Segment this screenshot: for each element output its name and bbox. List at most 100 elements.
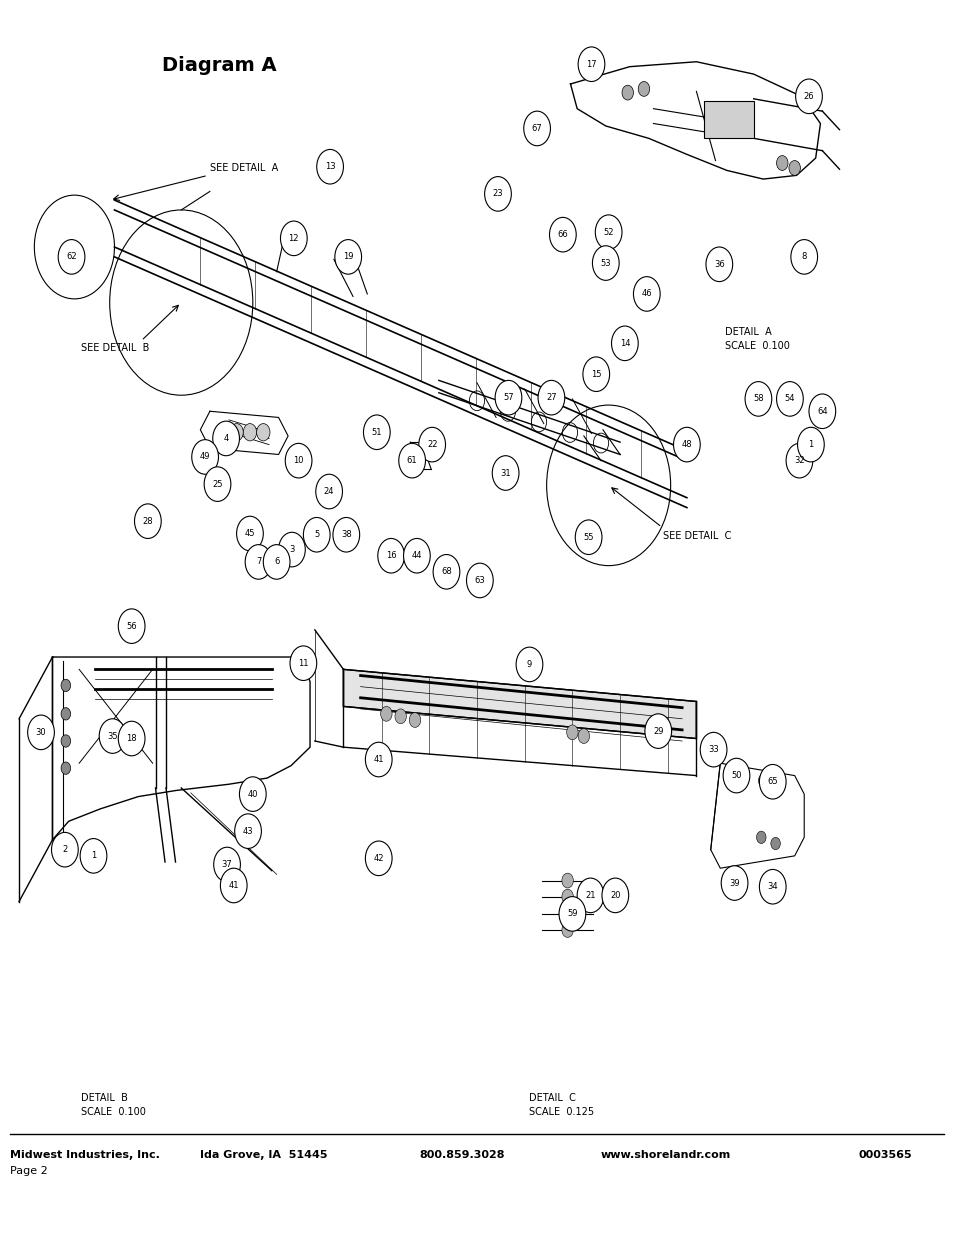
Circle shape: [621, 85, 633, 100]
Circle shape: [239, 777, 266, 811]
Circle shape: [759, 869, 785, 904]
Text: 10: 10: [293, 456, 304, 466]
Circle shape: [558, 897, 585, 931]
Circle shape: [230, 424, 243, 441]
Text: 28: 28: [142, 516, 153, 526]
Circle shape: [549, 217, 576, 252]
Text: 35: 35: [107, 731, 118, 741]
Circle shape: [61, 708, 71, 720]
Text: SEE DETAIL  A: SEE DETAIL A: [210, 163, 278, 173]
Circle shape: [363, 415, 390, 450]
Text: 13: 13: [324, 162, 335, 172]
Circle shape: [561, 889, 573, 904]
Circle shape: [365, 742, 392, 777]
Text: 21: 21: [584, 890, 596, 900]
Text: 27: 27: [545, 393, 557, 403]
Circle shape: [561, 873, 573, 888]
Text: 51: 51: [371, 427, 382, 437]
FancyBboxPatch shape: [703, 101, 753, 138]
Circle shape: [523, 111, 550, 146]
Circle shape: [561, 923, 573, 937]
Circle shape: [577, 878, 603, 913]
Text: SEE DETAIL  C: SEE DETAIL C: [662, 531, 731, 541]
Circle shape: [516, 647, 542, 682]
Text: 15: 15: [590, 369, 601, 379]
Text: 65: 65: [766, 777, 778, 787]
Text: 23: 23: [492, 189, 503, 199]
Text: 17: 17: [585, 59, 597, 69]
Text: 43: 43: [242, 826, 253, 836]
Circle shape: [236, 516, 263, 551]
Circle shape: [245, 545, 272, 579]
Circle shape: [380, 706, 392, 721]
Text: 12: 12: [288, 233, 299, 243]
Text: 38: 38: [340, 530, 352, 540]
Circle shape: [673, 427, 700, 462]
Text: 45: 45: [244, 529, 255, 538]
Text: 1: 1: [807, 440, 813, 450]
Circle shape: [700, 732, 726, 767]
Circle shape: [433, 555, 459, 589]
Circle shape: [377, 538, 404, 573]
Circle shape: [722, 758, 749, 793]
Text: 62: 62: [66, 252, 77, 262]
Text: 44: 44: [411, 551, 422, 561]
Text: 63: 63: [474, 576, 485, 585]
Circle shape: [118, 721, 145, 756]
Text: 26: 26: [802, 91, 814, 101]
Circle shape: [790, 240, 817, 274]
Circle shape: [561, 906, 573, 921]
Circle shape: [785, 443, 812, 478]
Text: 67: 67: [531, 124, 542, 133]
Text: 58: 58: [752, 394, 763, 404]
Circle shape: [537, 380, 564, 415]
Circle shape: [644, 714, 671, 748]
Circle shape: [409, 713, 420, 727]
Circle shape: [633, 277, 659, 311]
Text: 49: 49: [199, 452, 211, 462]
Text: 66: 66: [557, 230, 568, 240]
Circle shape: [213, 421, 239, 456]
Text: 7: 7: [255, 557, 261, 567]
Circle shape: [808, 394, 835, 429]
Circle shape: [566, 725, 578, 740]
Circle shape: [744, 382, 771, 416]
Text: 20: 20: [609, 890, 620, 900]
Text: 6: 6: [274, 557, 279, 567]
Circle shape: [756, 831, 765, 844]
Circle shape: [759, 764, 785, 799]
Text: Page 2: Page 2: [10, 1166, 48, 1176]
Circle shape: [134, 504, 161, 538]
Text: DETAIL  A
SCALE  0.100: DETAIL A SCALE 0.100: [724, 327, 789, 351]
Circle shape: [395, 709, 406, 724]
Text: 31: 31: [499, 468, 511, 478]
Text: 57: 57: [502, 393, 514, 403]
Circle shape: [51, 832, 78, 867]
Text: 46: 46: [640, 289, 652, 299]
Circle shape: [776, 156, 787, 170]
Circle shape: [758, 774, 767, 787]
Circle shape: [118, 609, 145, 643]
Circle shape: [80, 839, 107, 873]
Text: 30: 30: [35, 727, 47, 737]
Circle shape: [28, 715, 54, 750]
Text: 18: 18: [126, 734, 137, 743]
Circle shape: [220, 868, 247, 903]
Circle shape: [795, 79, 821, 114]
Text: Midwest Industries, Inc.: Midwest Industries, Inc.: [10, 1150, 159, 1160]
Text: 61: 61: [406, 456, 417, 466]
Circle shape: [770, 837, 780, 850]
Text: 39: 39: [728, 878, 740, 888]
Text: 14: 14: [618, 338, 630, 348]
Circle shape: [466, 563, 493, 598]
Circle shape: [611, 326, 638, 361]
Text: 42: 42: [373, 853, 384, 863]
Text: 25: 25: [212, 479, 223, 489]
Text: 54: 54: [783, 394, 795, 404]
Text: 64: 64: [816, 406, 827, 416]
Text: www.shorelandr.com: www.shorelandr.com: [600, 1150, 731, 1160]
Circle shape: [638, 82, 649, 96]
Text: 50: 50: [730, 771, 741, 781]
Text: DETAIL  C
SCALE  0.125: DETAIL C SCALE 0.125: [529, 1093, 594, 1116]
Circle shape: [316, 149, 343, 184]
